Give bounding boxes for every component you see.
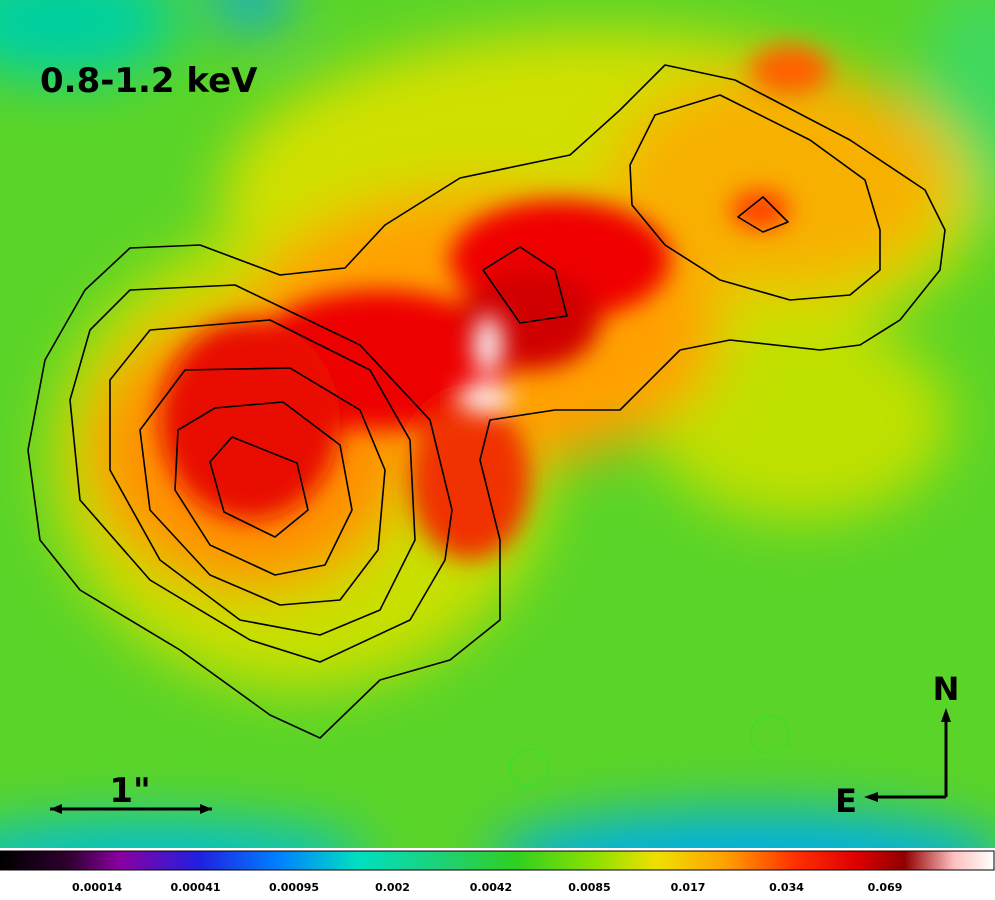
colorbar-tick-label: 0.017 xyxy=(671,881,706,894)
colorbar-tick-label: 0.069 xyxy=(868,881,903,894)
colorbar-tick-label: 0.0042 xyxy=(470,881,512,894)
energy-band-label: 0.8-1.2 keV xyxy=(40,61,258,101)
region-circle xyxy=(509,748,549,788)
colorbar-tick-label: 0.002 xyxy=(375,881,410,894)
region-circle xyxy=(750,715,790,755)
colorbar-tick-label: 0.034 xyxy=(769,881,804,894)
scale-bar-label: 1" xyxy=(109,771,150,811)
colorbar-tick-label: 0.0085 xyxy=(568,881,610,894)
colorbar-tick-label: 0.00041 xyxy=(170,881,220,894)
north-label: N xyxy=(933,670,960,708)
colorbar-tick-label: 0.00095 xyxy=(269,881,319,894)
east-label: E xyxy=(835,782,857,820)
colorbar xyxy=(0,850,995,871)
scale-bar: 1" xyxy=(50,771,212,814)
contours xyxy=(27,64,946,739)
colorbar-ticks: 0.00014 0.00041 0.00095 0.002 0.0042 0.0085 0.… xyxy=(72,881,902,894)
compass: N E xyxy=(835,670,959,820)
colorbar-tick-label: 0.00014 xyxy=(72,881,122,894)
